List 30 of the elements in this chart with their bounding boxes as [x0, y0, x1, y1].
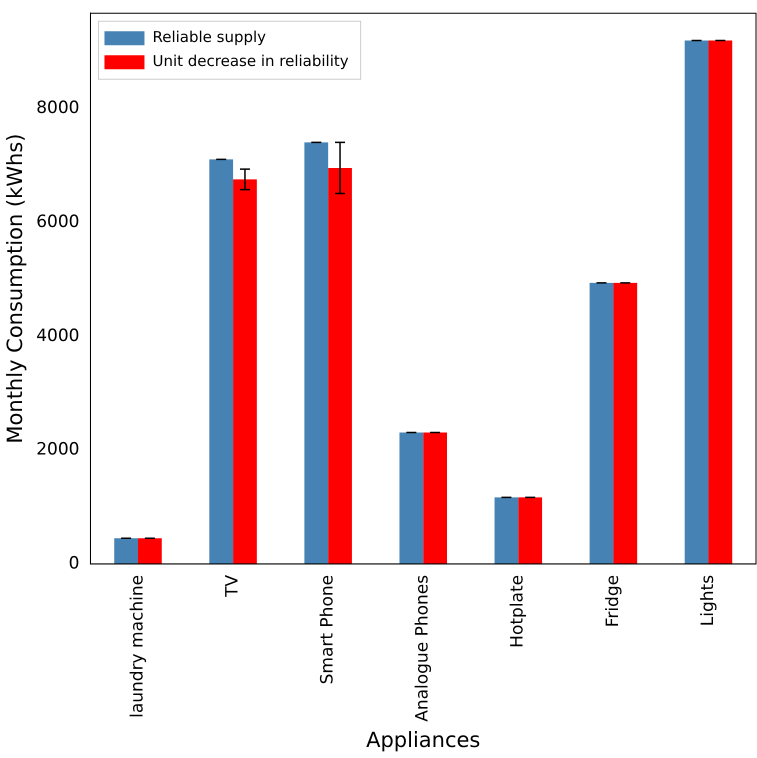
x-tick-label: TV [222, 574, 242, 598]
bar [328, 168, 352, 564]
bar [233, 179, 257, 564]
x-tick-label: Analogue Phones [412, 574, 433, 722]
bar [494, 497, 518, 564]
legend-label: Reliable supply [152, 28, 266, 46]
x-tick-label: Smart Phone [318, 574, 338, 684]
x-tick-label: Lights [698, 574, 718, 626]
y-tick-label: 0 [68, 553, 80, 574]
x-tick-label: laundry machine [127, 574, 148, 718]
y-tick-label: 6000 [36, 212, 80, 232]
x-tick-label: Hotplate [508, 574, 528, 648]
bar [209, 159, 234, 564]
y-tick-label: 2000 [36, 440, 80, 460]
y-tick-label: 4000 [36, 326, 80, 346]
bar [613, 282, 638, 564]
legend-label: Unit decrease in reliability [152, 52, 349, 70]
x-axis-title: Appliances [366, 728, 480, 752]
bar [304, 142, 328, 564]
bar [684, 40, 708, 564]
bar [590, 282, 614, 564]
bar [399, 432, 424, 564]
y-axis-title: Monthly Consumption (kWhs) [3, 134, 28, 444]
y-tick-label: 8000 [36, 98, 80, 118]
x-tick-label: Fridge [602, 574, 623, 628]
bar [114, 538, 138, 564]
bar [518, 497, 542, 564]
bar [138, 538, 162, 564]
bar [708, 40, 732, 564]
bar [423, 432, 447, 564]
